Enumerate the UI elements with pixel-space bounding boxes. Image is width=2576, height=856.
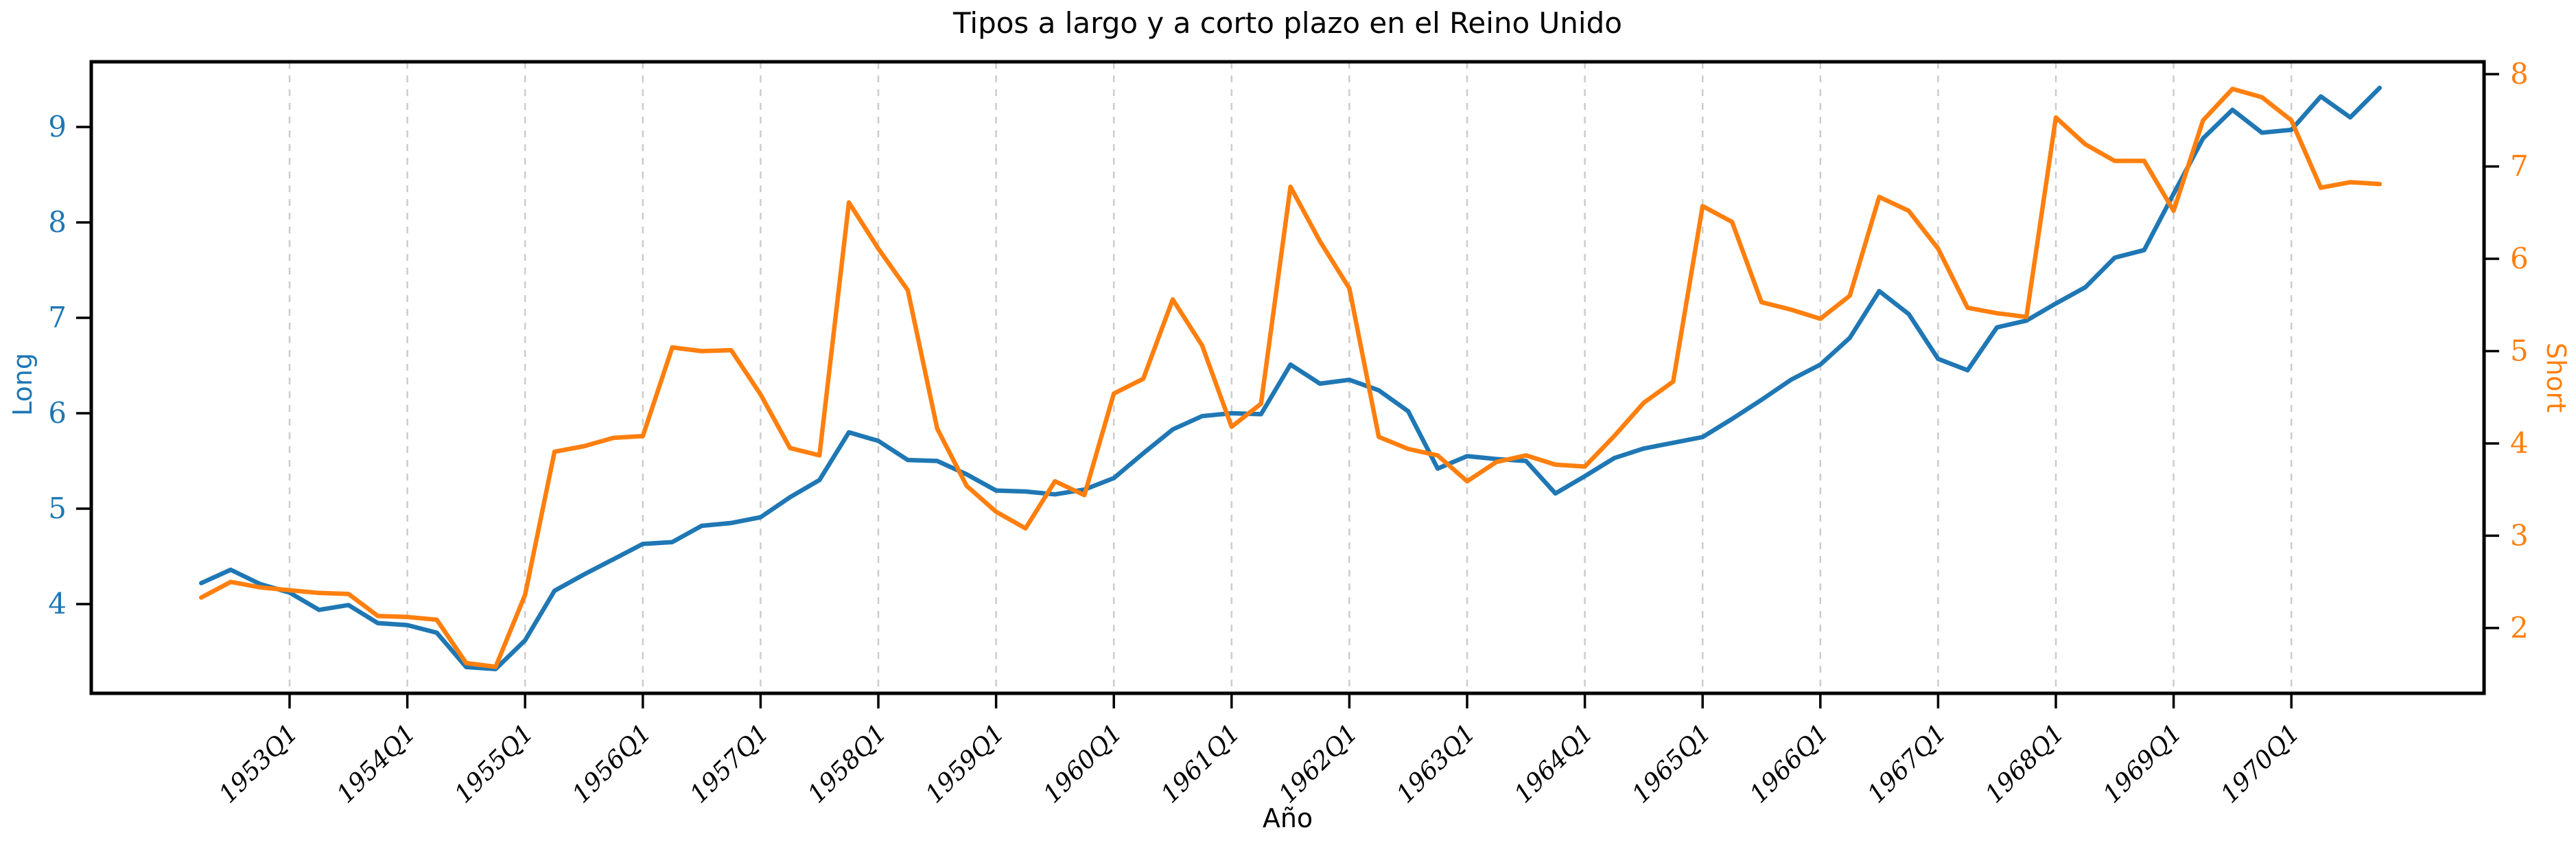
left-tick-label-9: 9 <box>48 110 67 143</box>
right-tick-label-2: 2 <box>2510 611 2529 645</box>
x-tick-label-1964Q1: 1964Q1 <box>1509 719 1599 809</box>
chart-title: Tipos a largo y a corto plazo en el Rein… <box>952 6 1622 40</box>
left-tick-label-6: 6 <box>48 396 67 430</box>
right-tick-label-4: 4 <box>2510 426 2529 460</box>
right-tick-label-8: 8 <box>2510 57 2529 91</box>
x-tick-label-1958Q1: 1958Q1 <box>803 719 893 809</box>
series-line-long <box>199 85 2382 671</box>
x-tick-label-1961Q1: 1961Q1 <box>1156 719 1245 809</box>
x-tick-label-1967Q1: 1967Q1 <box>1862 719 1952 809</box>
left-tick-label-7: 7 <box>48 301 67 334</box>
x-axis-label: Año <box>1263 803 1313 833</box>
x-tick-label-1965Q1: 1965Q1 <box>1627 719 1717 809</box>
right-tick-label-6: 6 <box>2510 242 2529 275</box>
x-tick-label-1966Q1: 1966Q1 <box>1744 719 1834 809</box>
right-tick-label-5: 5 <box>2510 334 2529 367</box>
x-tick-label-1959Q1: 1959Q1 <box>920 719 1010 809</box>
right-tick-label-3: 3 <box>2510 518 2529 552</box>
x-tick-label-1969Q1: 1969Q1 <box>2098 719 2188 809</box>
x-tick-label-1962Q1: 1962Q1 <box>1274 719 1363 809</box>
x-tick-label-1954Q1: 1954Q1 <box>331 719 421 809</box>
left-axis-label: Long <box>8 353 38 416</box>
x-tick-label-1953Q1: 1953Q1 <box>214 719 304 809</box>
right-axis-label: Short <box>2541 343 2571 413</box>
x-tick-label-1968Q1: 1968Q1 <box>1980 719 2070 809</box>
left-tick-label-4: 4 <box>48 587 67 621</box>
right-tick-label-7: 7 <box>2510 150 2529 183</box>
x-tick-label-1955Q1: 1955Q1 <box>449 719 539 809</box>
series-line-short <box>199 86 2382 669</box>
x-tick-label-1957Q1: 1957Q1 <box>685 719 775 809</box>
x-tick-label-1956Q1: 1956Q1 <box>567 719 657 809</box>
plot-border <box>89 60 2486 695</box>
x-tick-label-1963Q1: 1963Q1 <box>1392 719 1482 809</box>
left-tick-label-8: 8 <box>48 205 67 239</box>
left-tick-label-5: 5 <box>48 491 67 525</box>
x-tick-label-1960Q1: 1960Q1 <box>1038 719 1128 809</box>
x-tick-label-1970Q1: 1970Q1 <box>2216 719 2306 809</box>
